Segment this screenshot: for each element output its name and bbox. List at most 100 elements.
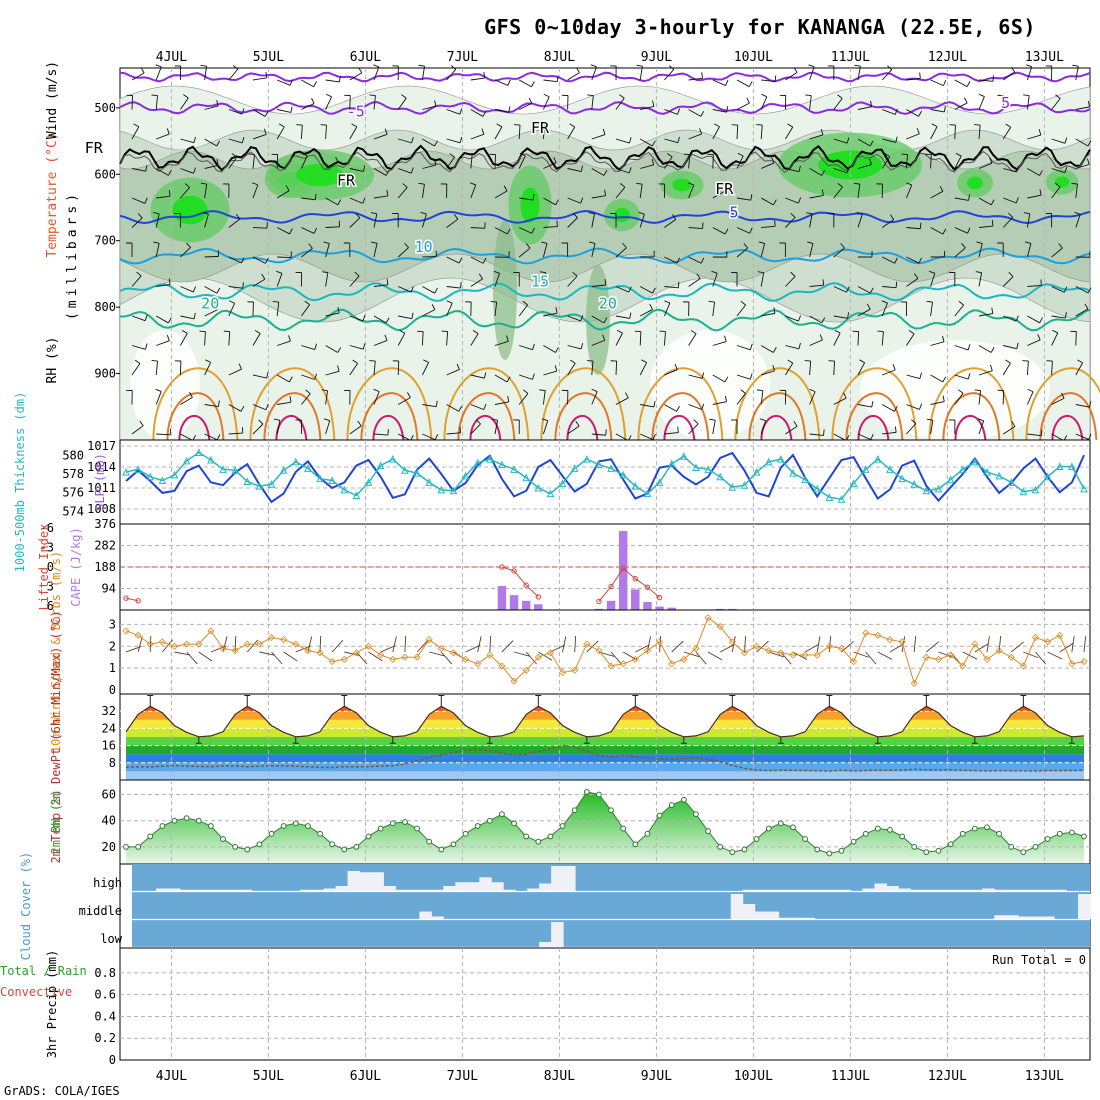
wind-barb (978, 313, 993, 317)
wind-barb-flag (1011, 421, 1016, 427)
wind-barb (301, 197, 316, 201)
wind-barb (204, 404, 219, 407)
rh-point (693, 811, 699, 818)
wind-barb (1027, 315, 1040, 324)
thickness-point (861, 465, 870, 473)
wind10m-barb (186, 651, 198, 665)
wind-barb (905, 184, 913, 199)
wind10m-point (195, 640, 203, 648)
wind10m-barb (416, 640, 429, 653)
wind-barb (349, 425, 362, 435)
rh-axis-label: 2m RH (%) (49, 789, 63, 854)
freezing-level-line-shadow (119, 150, 1091, 174)
wind-barb-flag (572, 271, 578, 277)
wind10m-point (146, 640, 154, 648)
wind-barb-flag (216, 287, 221, 294)
wind-barb (978, 96, 985, 110)
wind-barb (930, 227, 944, 235)
wind-barb (809, 339, 823, 346)
wind-barb (252, 374, 267, 379)
wind-barb (882, 109, 896, 115)
wind-barb-flag (664, 300, 671, 304)
cloud-high-bar (994, 889, 1007, 891)
wind10m-point (959, 662, 967, 670)
rh-point (450, 841, 457, 848)
lifted-axis-label: Lifted Index (37, 524, 51, 611)
wind-tick: 3 (109, 617, 116, 631)
wind-barb (688, 333, 697, 346)
run-total-text: Run Total = 0 (992, 953, 1086, 967)
contour-25-loop (637, 367, 724, 441)
wind-barb (833, 247, 845, 258)
wind-barb (930, 302, 933, 317)
rh-point (438, 846, 445, 853)
cloud-high-bar (155, 888, 169, 891)
rh-point (717, 844, 724, 850)
wind-barb (518, 304, 529, 317)
wind-barb (1051, 247, 1063, 258)
thickness-tick: 576 (62, 486, 84, 500)
wind10m-point (728, 638, 736, 646)
wind-barb (857, 138, 871, 147)
wind-barb (1051, 286, 1065, 293)
wind-barb-flag (771, 157, 775, 164)
wind10m-point (1031, 633, 1040, 642)
lifted-index-point (656, 594, 663, 601)
thickness-point (182, 456, 191, 465)
wind-barb-flag (507, 79, 511, 86)
wind-barb (785, 362, 794, 376)
wind10m-panel: 0 1 2 3 10m Wind Speed & Barbs (m/s) (49, 551, 1091, 753)
wind-barb-flag (651, 158, 655, 165)
date-label-bottom: 4JUL (156, 1069, 187, 1084)
wind-barb (978, 162, 993, 169)
wind-barb (736, 227, 750, 234)
wind-barb-flag (1074, 211, 1081, 215)
wind-barb (1002, 426, 1016, 435)
wind-barb-flag (183, 94, 189, 99)
rh-point (571, 807, 578, 814)
wind-barb (519, 345, 533, 351)
contour-35-loop (1051, 415, 1084, 441)
wind-barb-flag (418, 64, 425, 67)
thickness-point (728, 482, 737, 491)
wind-barb (761, 162, 775, 169)
wind-barb (180, 97, 189, 110)
wind-barb (421, 362, 430, 376)
thickness-point (777, 454, 785, 463)
wind-barb (131, 315, 146, 322)
wind-barb (761, 79, 776, 82)
rh-point (1008, 844, 1015, 850)
wind-barb-flag (314, 193, 317, 200)
wind10m-barb (1035, 651, 1047, 665)
wind-barb (518, 393, 529, 405)
wind-barb-flag (304, 300, 310, 306)
wind10m-point (158, 638, 166, 646)
wind-barb (591, 391, 598, 405)
wind-tick: 0 (109, 683, 116, 697)
wind-barb (422, 105, 437, 110)
wind-barb (421, 331, 424, 346)
wind-barb-flag (205, 359, 211, 363)
thickness-point (570, 464, 579, 472)
date-label-top: 12JUL (928, 50, 967, 65)
wind-barb (325, 79, 340, 83)
rh-point (874, 825, 881, 832)
wind-barb (1027, 284, 1042, 287)
wind-barb-flag (622, 242, 627, 249)
wind-barb-flag (506, 335, 509, 342)
wind-barb-flag (337, 365, 340, 372)
wind-barb (882, 138, 896, 143)
rh-point (353, 844, 360, 850)
wind10m-point (1019, 662, 1027, 670)
wind-barb (615, 332, 623, 346)
wind-barb-flag (676, 405, 680, 412)
wind-barb (881, 156, 891, 169)
rh-point (1068, 829, 1075, 836)
wind-barb (1051, 332, 1059, 346)
precip-tick: 0 (109, 1053, 116, 1067)
wind-barb-flag (314, 373, 318, 380)
wind10m-point (740, 649, 749, 657)
wind-barb-flag (1039, 170, 1043, 176)
wind-barb-flag (749, 227, 753, 234)
wind10m-point (510, 677, 518, 685)
